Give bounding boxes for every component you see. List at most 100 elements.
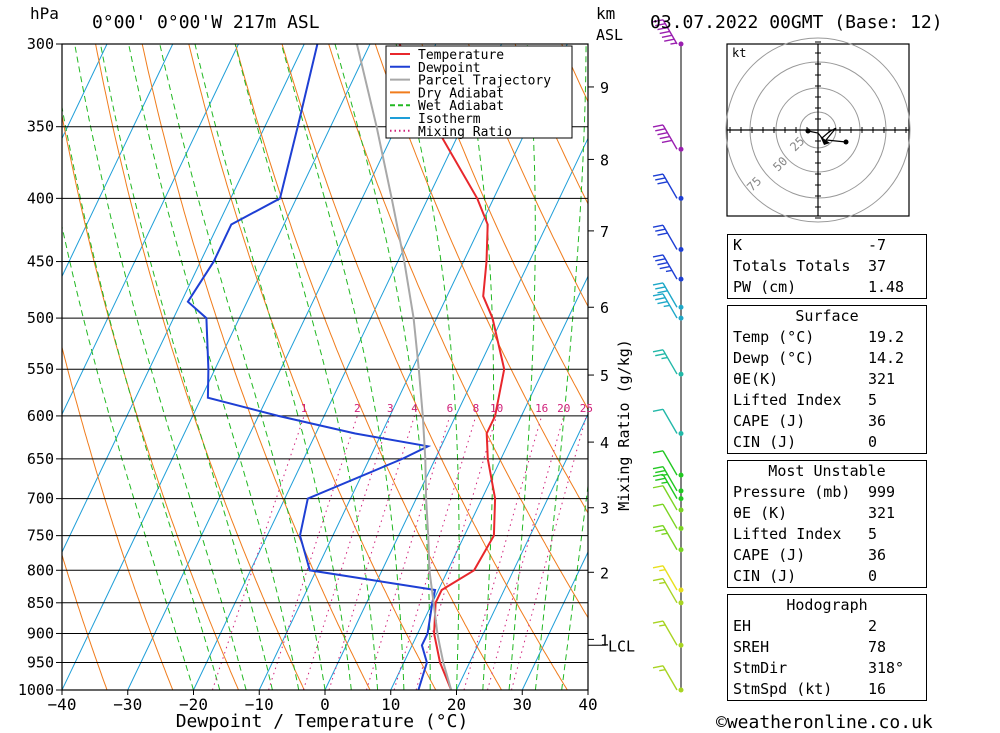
temperature-tick-label: 10	[381, 695, 400, 714]
mu-value: 5	[867, 525, 877, 543]
barb-dot	[678, 587, 684, 593]
barb-feather	[652, 282, 664, 286]
mixing-ratio-line	[211, 415, 305, 690]
barb-feather	[655, 128, 666, 132]
series-temperature	[398, 44, 506, 690]
height-tick-label: 2	[600, 564, 609, 582]
barb-feather	[652, 565, 664, 569]
hodo-value: 78	[867, 638, 887, 656]
barb-feather	[652, 293, 664, 297]
surface-label: CAPE (J)	[733, 412, 806, 430]
surface-value: 19.2	[867, 328, 905, 346]
barb-half-feather	[665, 269, 673, 273]
mixing-ratio-label: 1	[301, 402, 308, 415]
barb-staff	[662, 254, 678, 280]
barb-staff	[662, 466, 678, 492]
surface-title: Surface	[795, 307, 859, 325]
barb-feather	[657, 261, 668, 266]
barb-staff	[662, 450, 678, 476]
dry-adiabat-line	[929, 35, 1000, 690]
barb-staff	[662, 620, 678, 646]
mixing-ratio-label: 25	[580, 402, 593, 415]
mixing-ratio-label: 16	[535, 402, 548, 415]
isotherm-line	[127, 44, 437, 690]
wet-adiabat-line	[74, 44, 247, 690]
pressure-tick-label: 700	[27, 490, 54, 508]
legend-label: Dewpoint	[418, 61, 481, 76]
copyright: ©weatheronline.co.uk	[716, 712, 933, 733]
barb-half-feather	[661, 481, 668, 484]
barb-staff	[662, 293, 678, 319]
pressure-tick-label: 450	[27, 253, 54, 271]
temperature-tick-label: 20	[447, 695, 466, 714]
barb-staff	[662, 124, 678, 150]
wind-barbs	[652, 19, 684, 693]
barb-feather	[652, 665, 664, 669]
pressure-tick-label: 850	[27, 594, 54, 612]
sounding-lines	[186, 44, 506, 690]
barb-feather	[657, 300, 668, 305]
legend-label: Mixing Ratio	[418, 125, 512, 140]
barb-dot	[678, 276, 684, 282]
dry-adiabat-line	[975, 35, 1000, 690]
barb-feather	[652, 19, 664, 23]
hodo-row: EH 2	[728, 616, 926, 637]
temperature-tick-label: −40	[48, 695, 77, 714]
barb-staff	[662, 408, 678, 434]
hodo-value: 318°	[867, 659, 905, 677]
wind-barb	[652, 224, 678, 250]
wet-adiabat-line	[395, 44, 460, 690]
wet-adiabat-line	[128, 44, 300, 690]
index-value: 37	[867, 257, 887, 275]
wind-barb	[652, 282, 678, 308]
mixing-ratio-line	[463, 415, 543, 690]
legend-box	[385, 45, 573, 139]
wind-barb	[652, 124, 678, 150]
hodo-label: EH	[733, 617, 752, 635]
dry-adiabat-line	[281, 44, 568, 690]
barb-feather	[652, 254, 664, 258]
mixing-ratio-line	[511, 415, 587, 690]
mixing-ratio-label: 20	[557, 402, 570, 415]
barb-feather	[655, 286, 666, 290]
wind-barb	[652, 524, 678, 551]
surface-label: Lifted Index	[733, 391, 842, 409]
isotherm-line	[62, 44, 174, 278]
pressure-tick-label: 500	[27, 309, 54, 327]
surface-value: 14.2	[867, 349, 905, 367]
hodograph-title: Hodograph	[786, 596, 868, 614]
surface-label: θE(K)	[733, 370, 779, 388]
lcl-label: LCL	[608, 637, 635, 655]
surface-row: θE(K) 321	[728, 369, 926, 390]
mu-label: Lifted Index	[733, 525, 842, 543]
mixing-ratio-line	[415, 415, 498, 690]
mixing-ratio-labels: 1 2 3 4 6 8 10 16 20 25	[301, 402, 593, 415]
hodograph-ring	[725, 37, 911, 223]
barb-feather	[655, 297, 666, 301]
mixing-ratio-line	[393, 415, 477, 690]
barb-staff	[662, 503, 678, 529]
dry-adiabat-line	[328, 44, 588, 619]
mixing-ratio-label: 3	[387, 402, 394, 415]
wind-barb	[652, 465, 678, 492]
dry-adiabat-line	[374, 44, 588, 514]
wind-barb	[652, 665, 678, 691]
dry-adiabat-line	[95, 44, 305, 690]
asl-unit: ASL	[596, 26, 623, 44]
dry-adiabat-line	[188, 44, 437, 690]
isotherm-line	[521, 550, 588, 690]
barb-dot	[678, 41, 684, 47]
barb-dot	[678, 507, 684, 513]
wind-barb	[652, 565, 678, 591]
barb-half-feather	[663, 304, 670, 308]
barb-feather	[652, 473, 664, 478]
index-label: Totals Totals	[733, 257, 851, 275]
x-axis-label: Dewpoint / Temperature (°C)	[176, 711, 469, 732]
surface-row: Dewp (°C) 14.2	[728, 348, 926, 369]
legend-label: Wet Adiabat	[418, 99, 504, 114]
mixing-ratio-label: 10	[490, 402, 503, 415]
barb-dot	[678, 246, 684, 252]
index-label: PW (cm)	[733, 278, 797, 296]
